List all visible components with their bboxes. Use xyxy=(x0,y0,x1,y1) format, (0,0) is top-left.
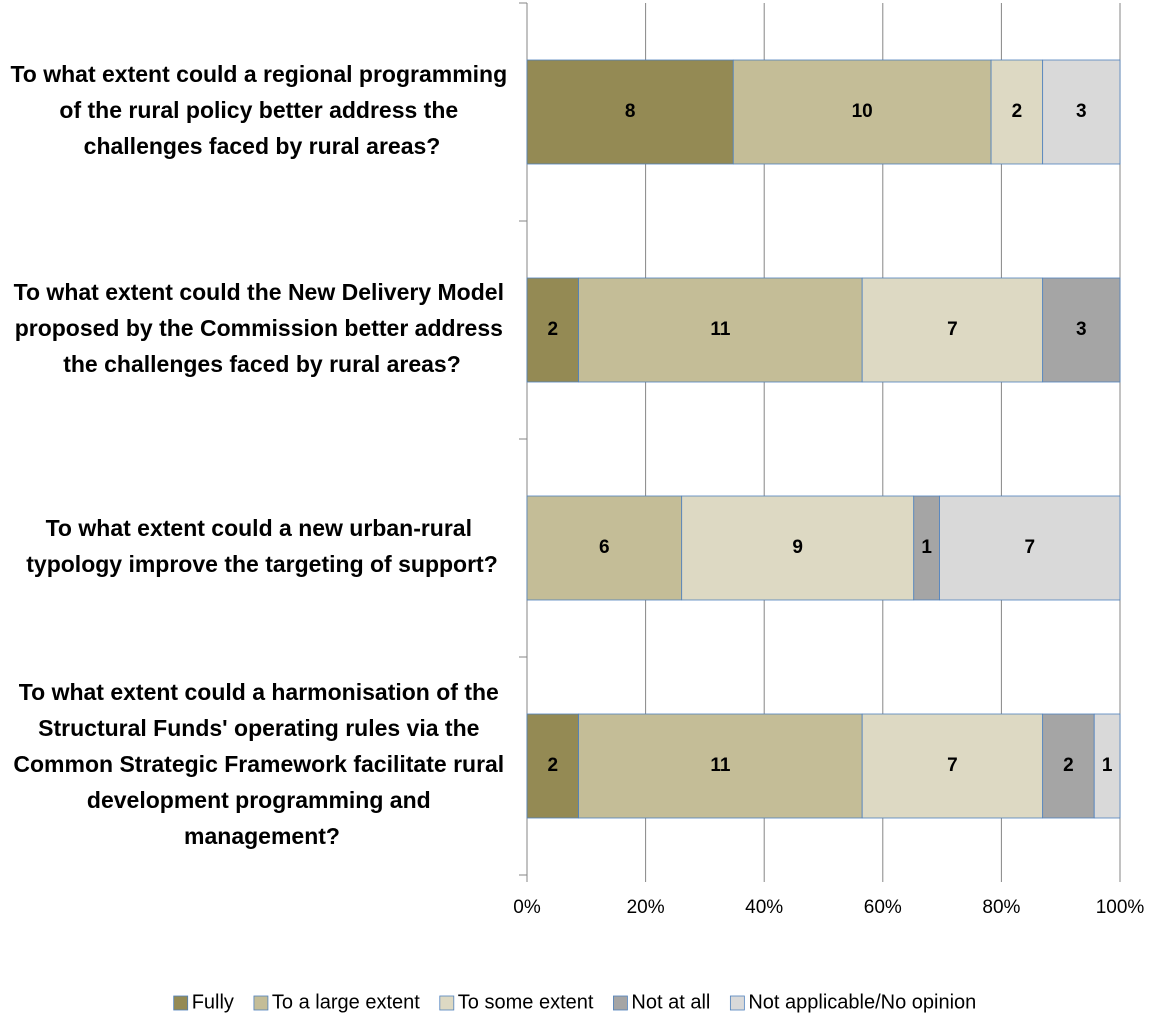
bar-segment xyxy=(732,59,992,165)
value-label: 1 xyxy=(921,537,932,558)
value-label: 10 xyxy=(852,101,873,122)
value-label: 7 xyxy=(1024,537,1035,558)
value-label: 2 xyxy=(1063,755,1074,776)
legend: Fully To a large extent To some extent Not … xyxy=(173,991,976,1013)
x-tick-label: 0% xyxy=(513,897,541,918)
legend-swatch xyxy=(439,995,455,1011)
x-tick-label: 80% xyxy=(982,897,1020,918)
bar-segment xyxy=(861,713,1044,819)
x-tick-label: 100% xyxy=(1096,897,1145,918)
legend-swatch xyxy=(253,995,269,1011)
value-label: 8 xyxy=(625,101,636,122)
value-label: 11 xyxy=(710,755,731,776)
legend-label: To a large extent xyxy=(272,991,420,1013)
bar-segment xyxy=(861,277,1044,383)
value-label: 1 xyxy=(1102,755,1113,776)
category-label: To what extent could a regional programm… xyxy=(10,61,513,159)
value-label: 6 xyxy=(599,537,610,558)
bar-segment xyxy=(990,59,1044,165)
value-label: 2 xyxy=(547,319,558,340)
bar-segment xyxy=(526,713,579,819)
x-tick-label: 20% xyxy=(627,897,665,918)
bar-segment xyxy=(1093,713,1121,819)
legend-label: Not applicable/No opinion xyxy=(748,991,976,1013)
value-label: 2 xyxy=(547,755,558,776)
bar-segment xyxy=(526,59,734,165)
bar-segment xyxy=(1042,59,1121,165)
bar-segment xyxy=(1042,713,1095,819)
legend-label: To some extent xyxy=(458,991,594,1013)
legend-label: Fully xyxy=(192,991,234,1013)
bar-segment xyxy=(681,495,915,601)
bar-segment xyxy=(578,713,863,819)
x-tick-label: 40% xyxy=(745,897,783,918)
legend-swatch xyxy=(729,995,745,1011)
category-label: To what extent could the New Delivery Mo… xyxy=(14,279,511,377)
value-label: 3 xyxy=(1076,319,1087,340)
bar-segment xyxy=(578,277,863,383)
legend-swatch xyxy=(173,995,189,1011)
legend-label: Not at all xyxy=(631,991,710,1013)
value-label: 3 xyxy=(1076,101,1087,122)
legend-swatch xyxy=(613,995,628,1011)
category-label: To what extent could a harmonisation of … xyxy=(13,679,510,849)
category-label: To what extent could a new urban-rural t… xyxy=(26,515,498,577)
value-label: 9 xyxy=(792,537,803,558)
bar-segment xyxy=(526,495,683,601)
value-label: 7 xyxy=(947,755,958,776)
value-label: 2 xyxy=(1012,101,1023,122)
x-tick-label: 60% xyxy=(864,897,902,918)
bar-segment xyxy=(939,495,1121,601)
value-label: 7 xyxy=(947,319,958,340)
bar-segment xyxy=(1042,277,1121,383)
value-label: 11 xyxy=(710,319,731,340)
